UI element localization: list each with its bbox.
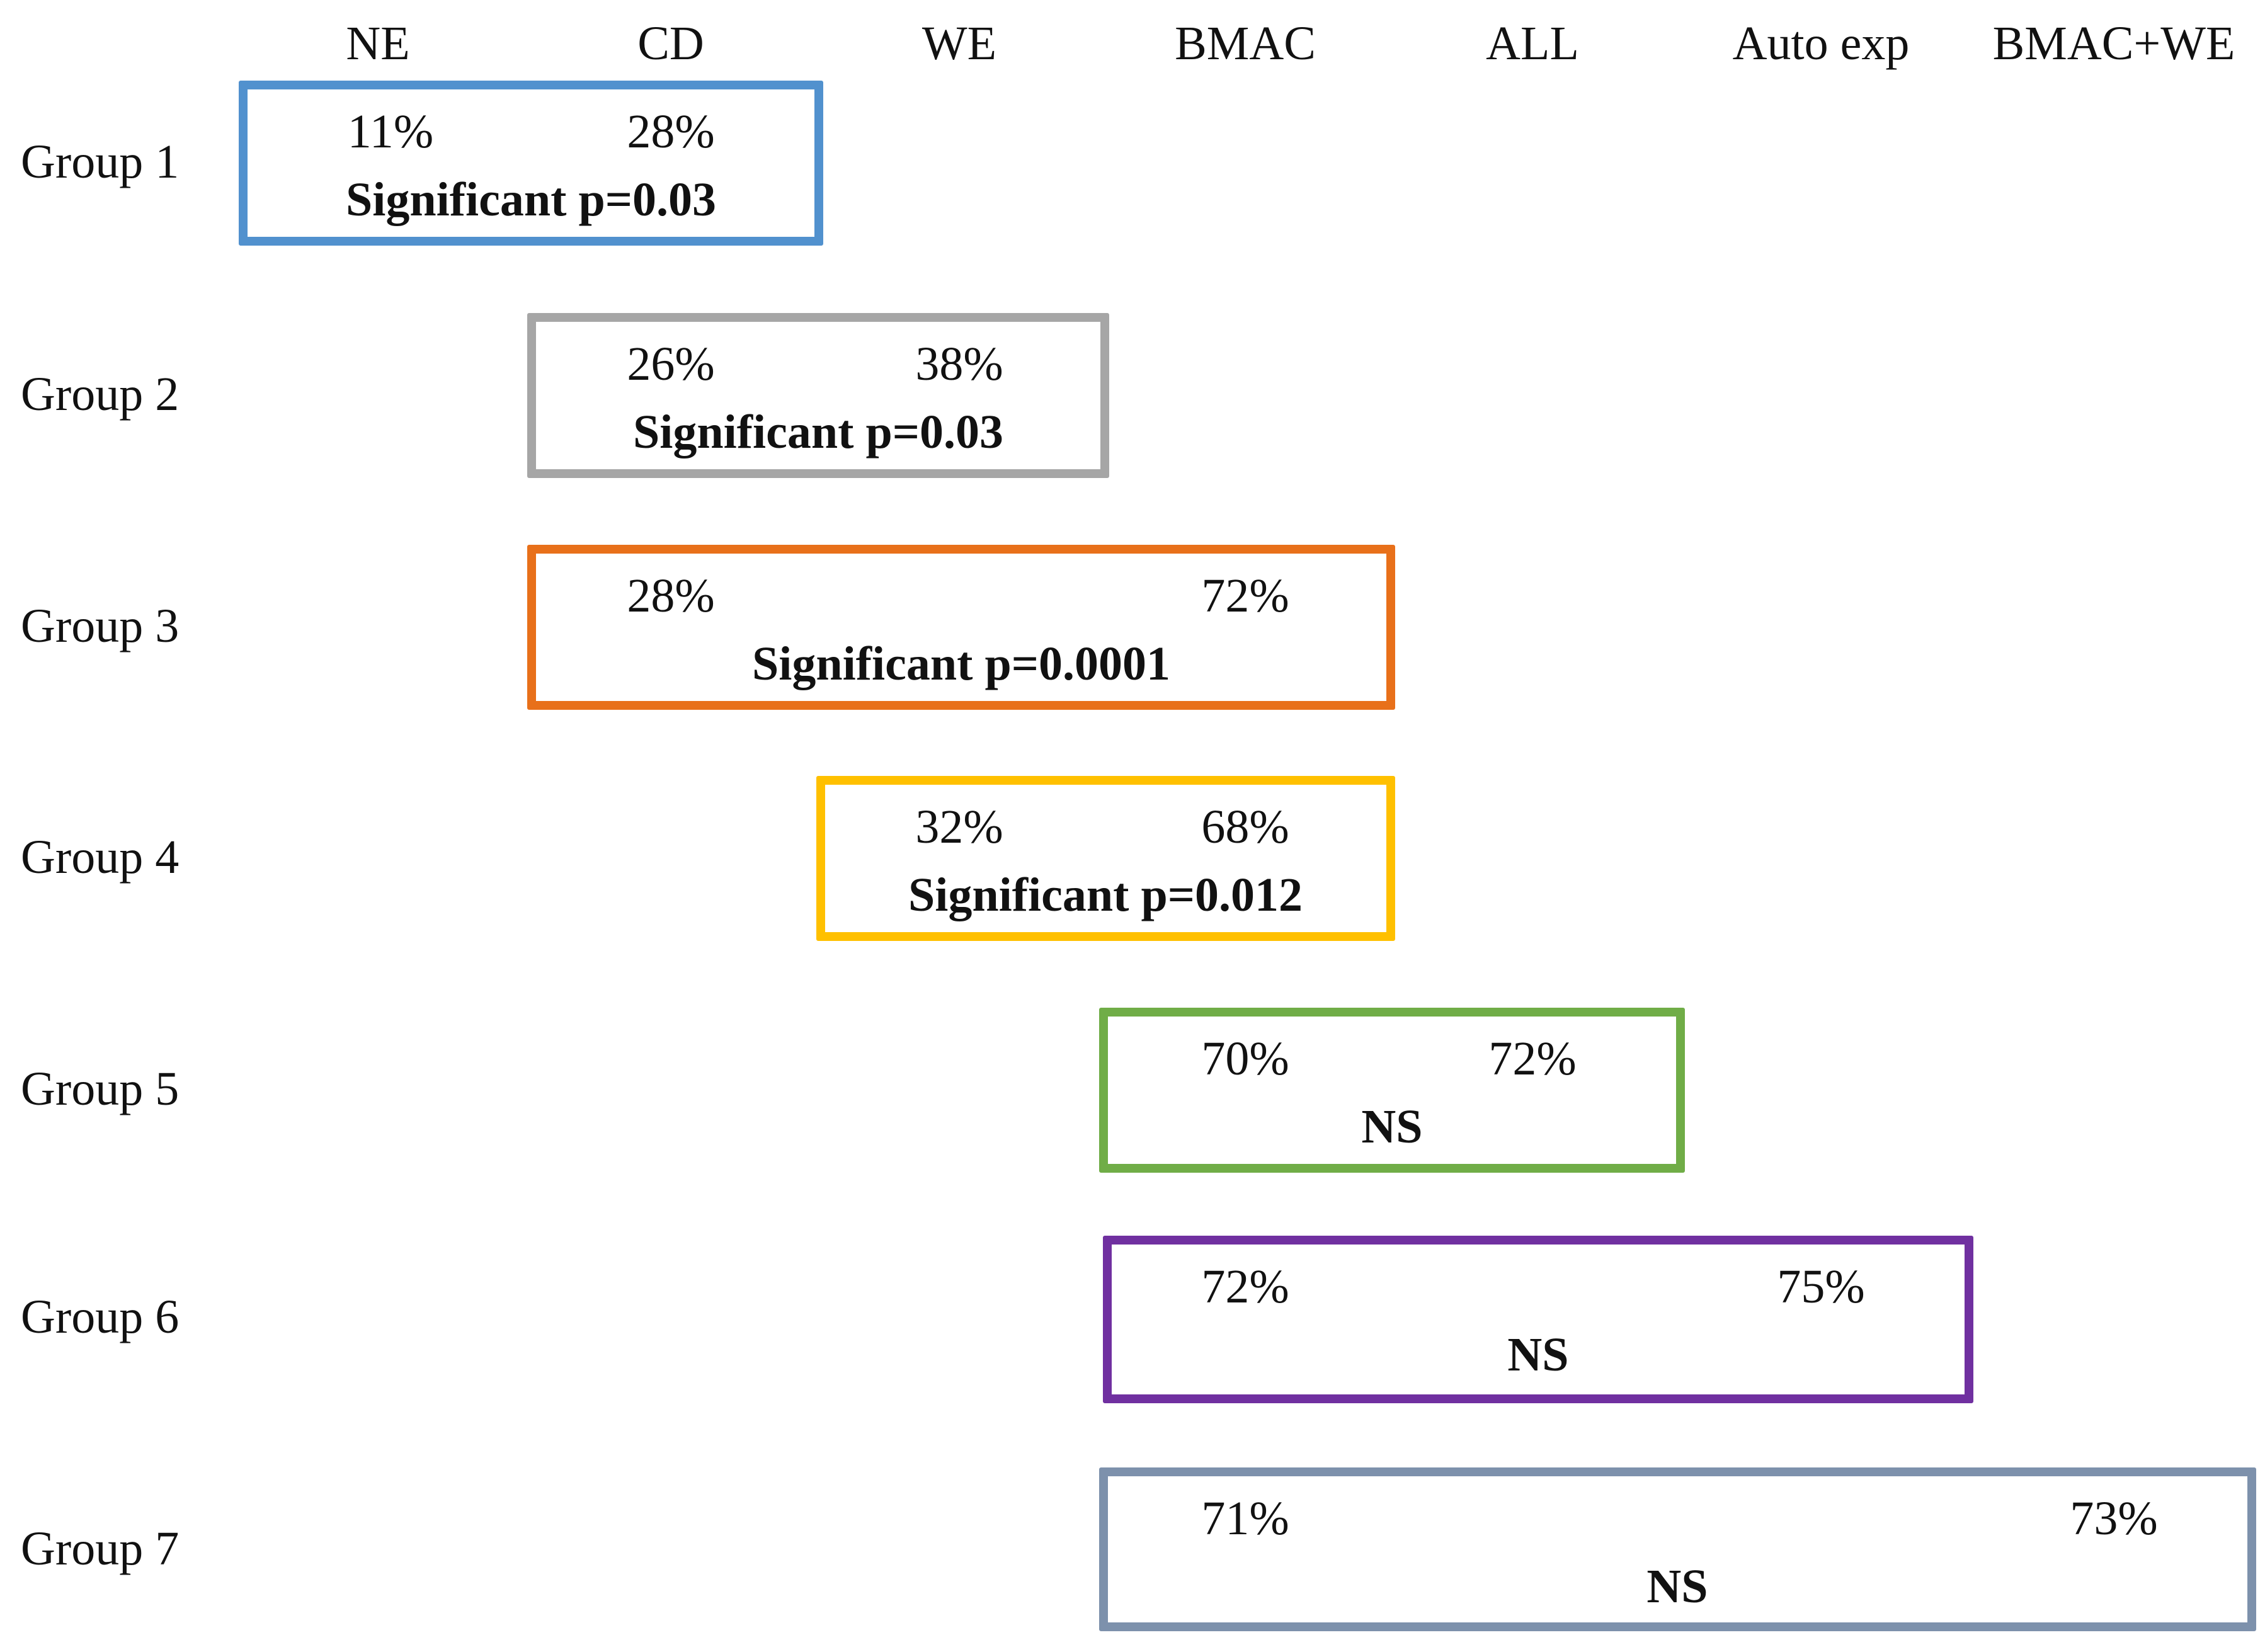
group-6-result: NS	[1507, 1328, 1569, 1381]
group-6-value-bmac: 72%	[1201, 1260, 1289, 1313]
group-7-value-bmac-we: 73%	[2070, 1492, 2158, 1545]
group-2-label: Group 2	[21, 368, 180, 421]
group-1-label: Group 1	[21, 135, 180, 188]
group-5-result: NS	[1361, 1100, 1423, 1153]
group-3-box	[527, 545, 1395, 710]
group-2-value-we: 38%	[915, 338, 1003, 390]
group-4-value-bmac: 68%	[1201, 800, 1289, 853]
group-4-box	[816, 776, 1395, 941]
group-2-value-cd: 26%	[627, 338, 715, 390]
group-6-label: Group 6	[21, 1290, 180, 1343]
group-6-value-auto-exp: 75%	[1777, 1260, 1865, 1313]
group-1-value-cd: 28%	[627, 105, 715, 158]
group-1-box	[239, 81, 823, 246]
group-4-value-we: 32%	[915, 800, 1003, 853]
group-4-result: Significant p=0.012	[908, 869, 1303, 921]
group-1-result: Significant p=0.03	[345, 173, 717, 226]
group-5-box	[1099, 1008, 1685, 1173]
column-header-auto-exp: Auto exp	[1732, 17, 1910, 70]
group-7-value-bmac: 71%	[1201, 1492, 1289, 1545]
group-3-value-cd: 28%	[627, 569, 715, 622]
group-6-box	[1103, 1236, 1973, 1403]
group-7-label: Group 7	[21, 1522, 180, 1575]
group-3-label: Group 3	[21, 600, 180, 652]
group-4-label: Group 4	[21, 831, 180, 884]
column-header-cd: CD	[637, 17, 704, 70]
group-7-result: NS	[1646, 1560, 1708, 1613]
group-1-value-ne: 11%	[347, 105, 434, 158]
column-header-we: WE	[921, 17, 997, 70]
group-5-value-all: 72%	[1488, 1032, 1577, 1085]
column-header-bmac-we: BMAC+WE	[1992, 17, 2235, 70]
column-header-bmac: BMAC	[1175, 17, 1316, 70]
group-2-result: Significant p=0.03	[632, 406, 1004, 459]
column-header-all: ALL	[1486, 17, 1579, 70]
group-2-box	[527, 313, 1109, 478]
group-3-result: Significant p=0.0001	[751, 637, 1171, 690]
group-5-value-bmac: 70%	[1201, 1032, 1289, 1085]
group-3-value-bmac: 72%	[1201, 569, 1289, 622]
group-7-box	[1099, 1467, 2256, 1631]
column-header-ne: NE	[346, 17, 410, 70]
group-5-label: Group 5	[21, 1062, 180, 1115]
